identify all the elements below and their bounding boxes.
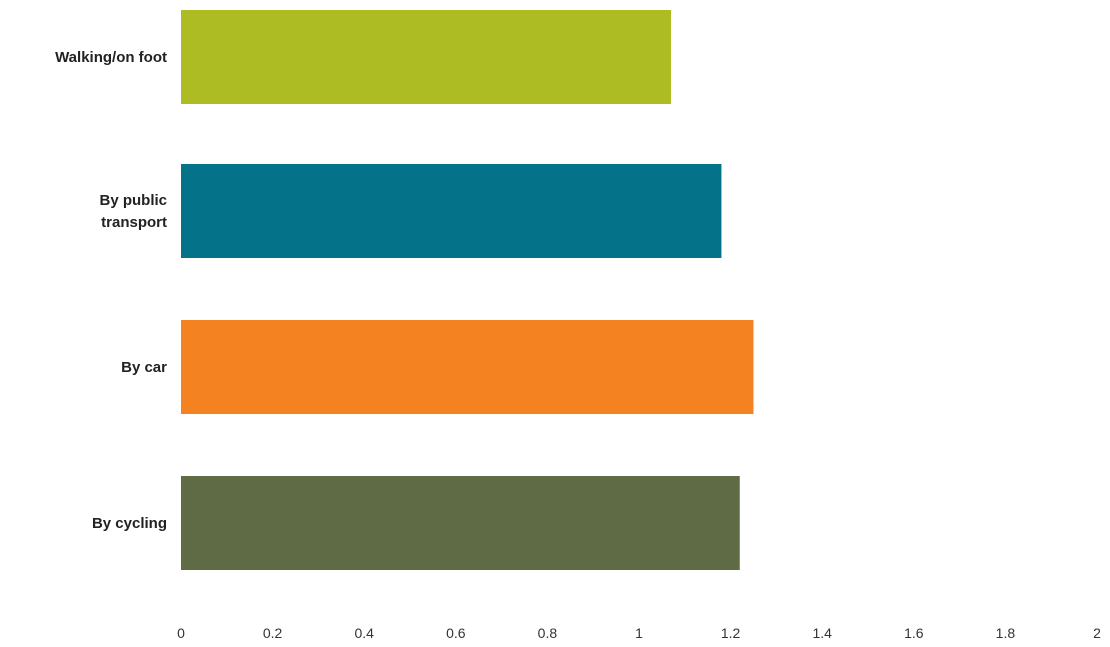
x-tick-label: 1.4	[812, 625, 832, 641]
bars-group	[181, 10, 754, 570]
x-tick-label: 0.4	[354, 625, 374, 641]
category-labels: Walking/on foot By public transport By car B…	[55, 49, 167, 532]
category-label-by-cycling: By cycling	[92, 515, 167, 532]
bar-by-cycling	[181, 476, 740, 570]
x-tick-label: 1.2	[721, 625, 741, 641]
x-tick-label: 1.8	[996, 625, 1016, 641]
x-tick-label: 1	[635, 625, 643, 641]
x-tick-label: 0.6	[446, 625, 466, 641]
x-tick-label: 2	[1093, 625, 1101, 641]
x-tick-label: 0	[177, 625, 185, 641]
category-label-by-car: By car	[121, 359, 167, 376]
x-tick-label: 0.2	[263, 625, 283, 641]
x-tick-label: 0.8	[538, 625, 558, 641]
category-label-walking-on-foot: Walking/on foot	[55, 49, 167, 66]
x-axis-tick-labels: 0 0.2 0.4 0.6 0.8 1 1.2 1.4 1.6 1.8 2	[177, 625, 1101, 641]
bar-walking-on-foot	[181, 10, 672, 104]
bar-by-car	[181, 320, 754, 414]
bar-by-public-transport	[181, 164, 722, 258]
category-label-by-public-transport: By public transport	[99, 192, 167, 231]
x-tick-label: 1.6	[904, 625, 924, 641]
